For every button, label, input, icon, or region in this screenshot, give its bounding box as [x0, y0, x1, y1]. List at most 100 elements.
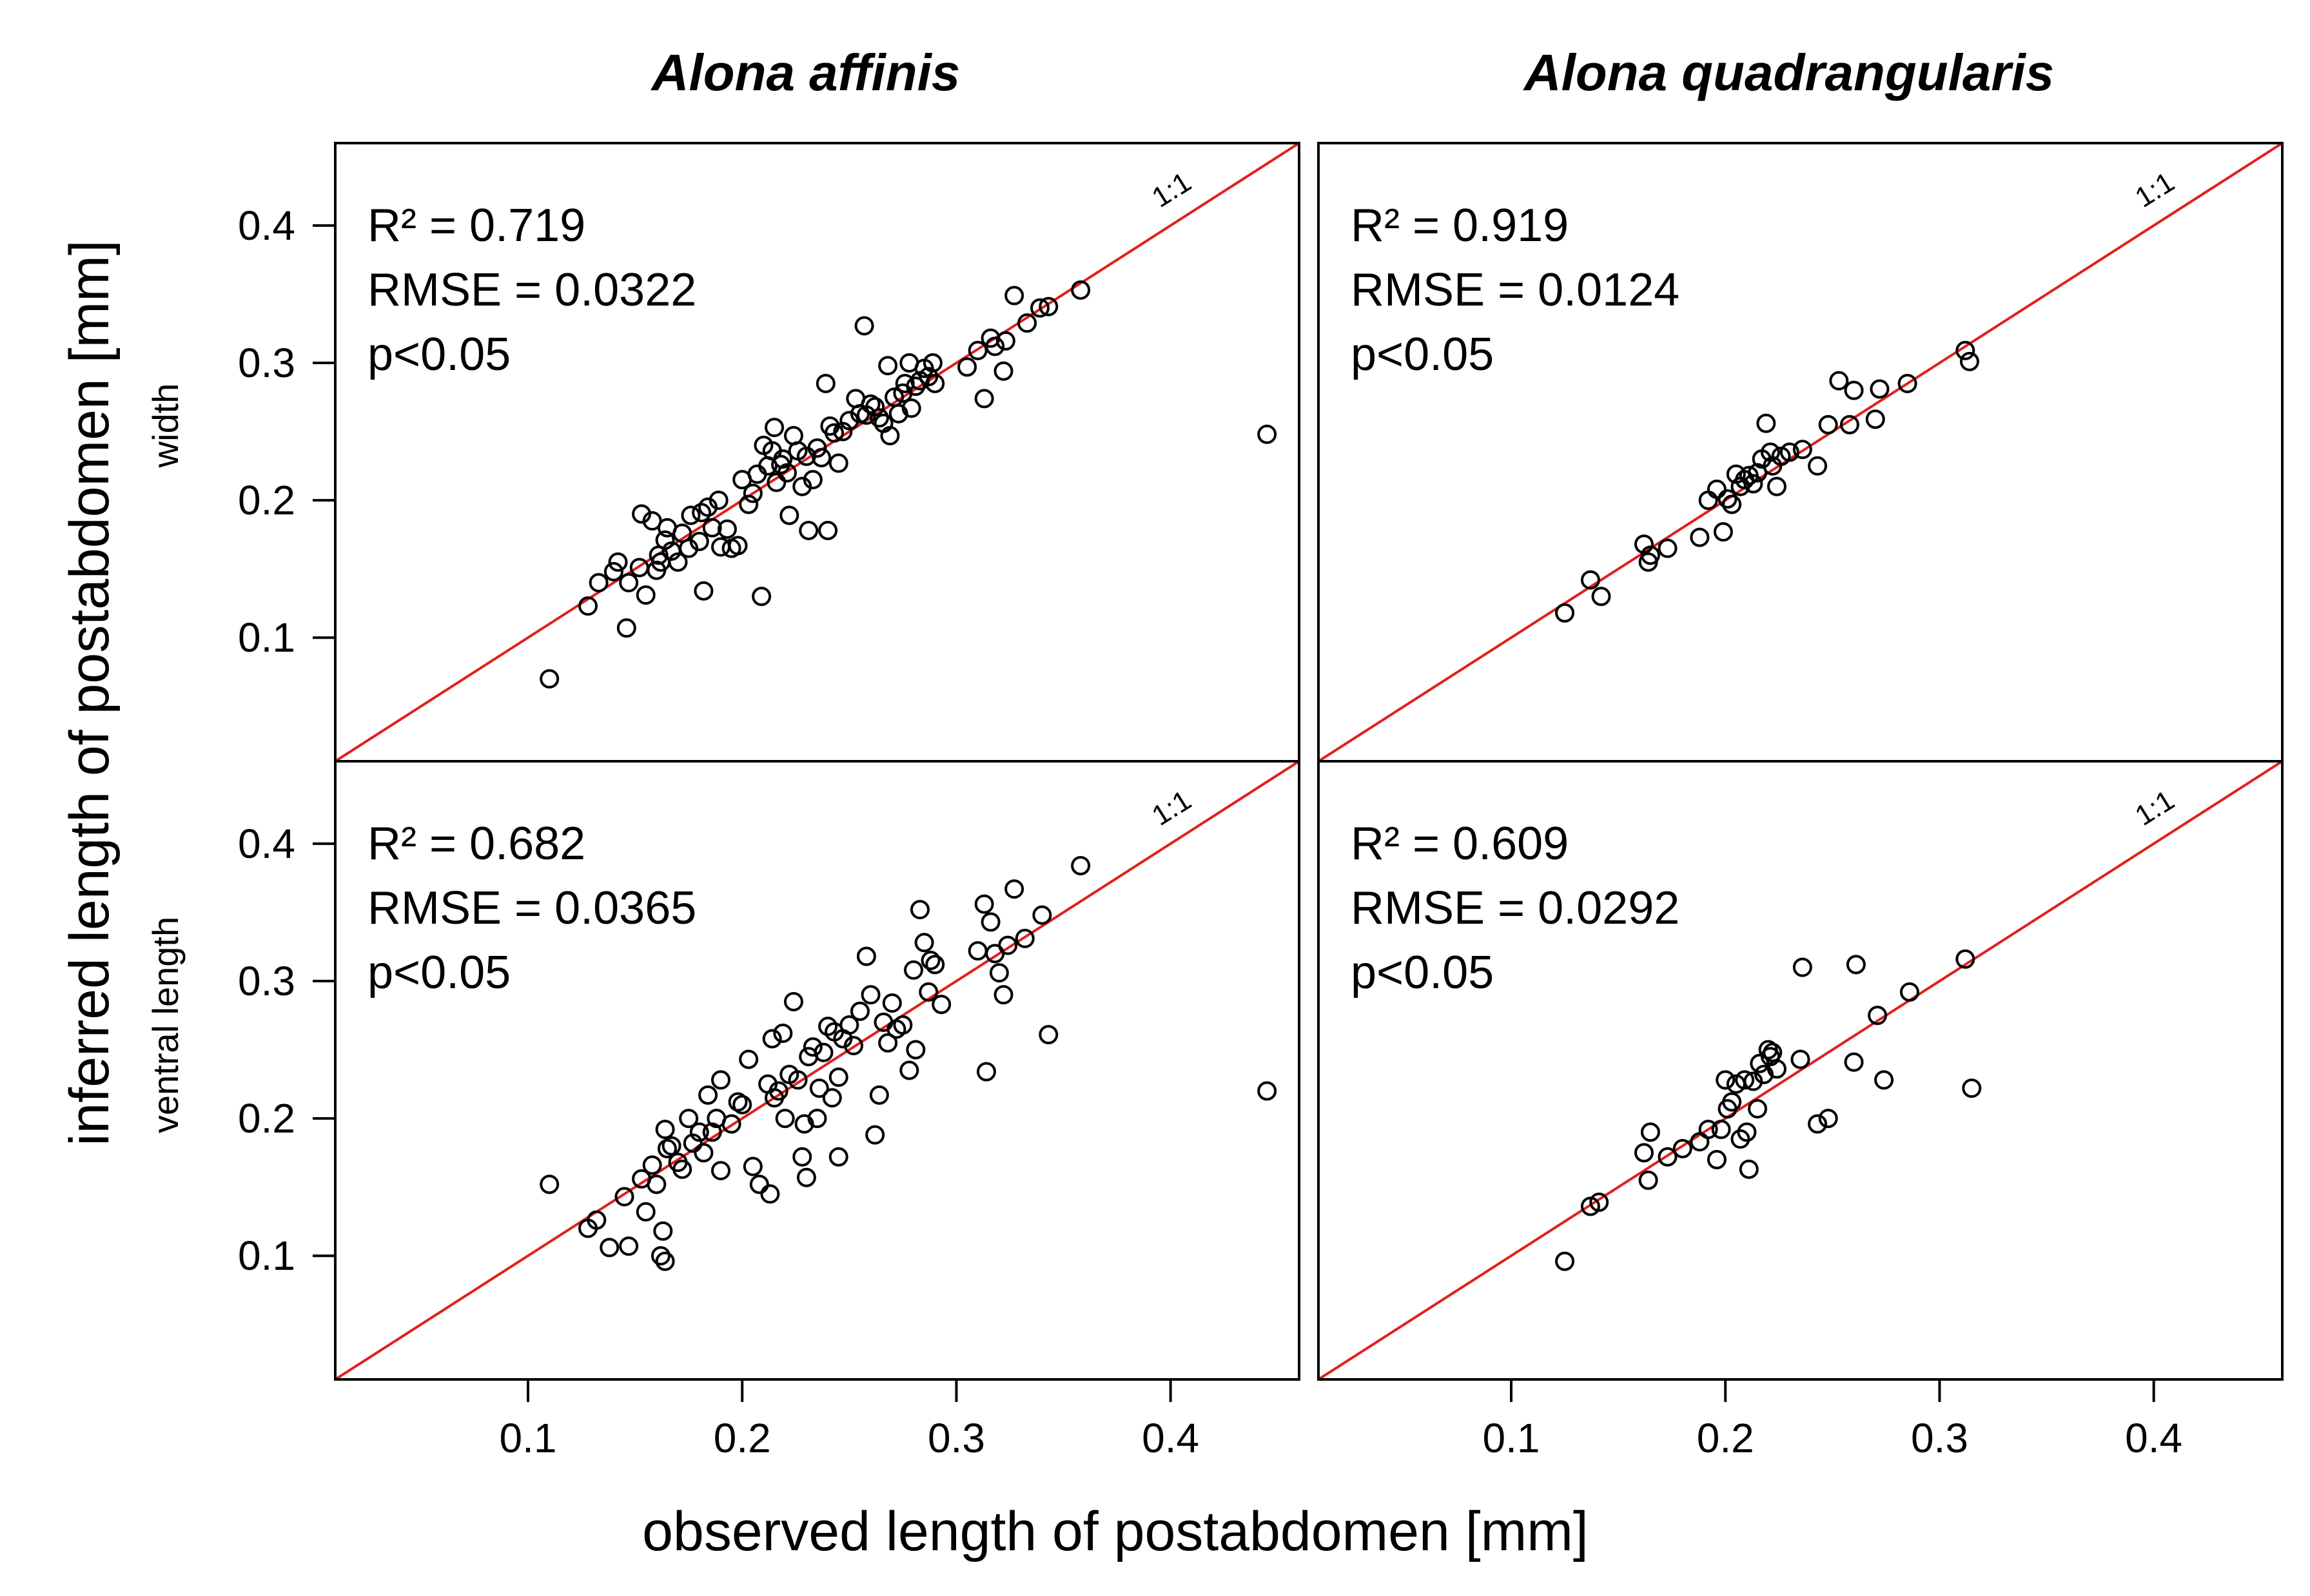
data-point	[668, 552, 688, 572]
data-point	[788, 1070, 808, 1090]
data-point	[661, 1136, 681, 1156]
data-point	[796, 1167, 816, 1187]
r2-label: R² = 0.919	[1351, 200, 1569, 251]
reference-line-1-1	[1318, 143, 2282, 761]
data-point	[762, 1029, 782, 1049]
reference-line-1-1	[1318, 761, 2282, 1379]
p-value-label: p<0.05	[367, 947, 511, 998]
x-tick-label: 0.2	[1697, 1415, 1754, 1461]
data-point	[783, 991, 803, 1011]
p-value-label: p<0.05	[367, 329, 511, 380]
x-tick-label: 0.1	[1483, 1415, 1540, 1461]
data-point	[608, 552, 628, 572]
p-value-label: p<0.05	[1351, 329, 1494, 380]
data-point	[1767, 1059, 1786, 1079]
data-point	[1839, 414, 1859, 434]
data-point	[578, 596, 598, 616]
data-point	[636, 1202, 656, 1222]
rmse-label: RMSE = 0.0365	[367, 882, 696, 934]
x-axis-left: 0.1 0.2 0.3 0.4	[500, 1378, 1199, 1461]
data-point	[743, 1156, 763, 1176]
data-point	[1790, 1049, 1810, 1069]
data-point	[974, 389, 994, 409]
data-point	[1015, 928, 1035, 948]
data-point	[657, 1138, 677, 1158]
data-point	[880, 425, 900, 445]
data-point	[1634, 534, 1654, 554]
data-point	[865, 1125, 885, 1145]
data-point	[1865, 409, 1885, 429]
reference-line-1-1	[335, 761, 1299, 1379]
data-point	[1039, 297, 1059, 316]
data-point	[614, 1187, 634, 1207]
x-axis-right: 0.1 0.2 0.3 0.4	[1483, 1378, 2182, 1461]
panel-quadrangularis-width: R² = 0.919 RMSE = 0.0124 p<0.05 1:1	[1317, 142, 2284, 763]
data-point	[1959, 351, 1979, 371]
data-point	[702, 518, 722, 538]
data-point	[1004, 879, 1024, 899]
data-point	[1658, 1147, 1678, 1167]
data-point	[914, 933, 934, 953]
data-point	[807, 438, 827, 458]
data-point	[779, 505, 799, 525]
data-point	[739, 494, 759, 514]
data-point	[600, 1238, 620, 1258]
data-point	[540, 669, 560, 689]
data-point	[647, 1174, 667, 1194]
data-point	[799, 520, 819, 540]
data-point	[702, 1122, 722, 1142]
data-point	[1032, 905, 1052, 925]
data-point	[717, 519, 737, 539]
data-point	[825, 423, 845, 443]
data-point	[728, 536, 748, 556]
data-point	[901, 398, 921, 418]
data-point	[1808, 456, 1828, 476]
data-point	[683, 1133, 703, 1153]
reference-line-1-1	[335, 143, 1299, 761]
data-point	[732, 1095, 752, 1114]
data-point	[728, 1092, 748, 1112]
data-point	[655, 1120, 675, 1140]
data-point	[743, 483, 763, 503]
data-point	[921, 951, 941, 971]
p-value-label: p<0.05	[1351, 947, 1494, 998]
data-point	[711, 1161, 730, 1181]
data-point	[777, 463, 797, 483]
panel-affinis-ventral-length: R² = 0.682 RMSE = 0.0365 p<0.05 1:1	[334, 760, 1300, 1381]
y-tick-label: 0.2	[238, 1095, 295, 1142]
data-point	[839, 1015, 859, 1035]
data-point	[1818, 1109, 1838, 1129]
data-point	[814, 1042, 834, 1062]
data-point	[540, 1174, 560, 1194]
data-point	[616, 618, 636, 638]
data-point	[812, 448, 832, 468]
rmse-label: RMSE = 0.0292	[1351, 882, 1679, 934]
data-point	[655, 530, 675, 550]
data-point	[672, 1159, 692, 1179]
data-point	[760, 1184, 780, 1204]
rmse-label: RMSE = 0.0322	[367, 264, 696, 316]
data-point	[1690, 527, 1710, 547]
data-point	[1739, 1159, 1759, 1179]
data-point	[1792, 957, 1812, 977]
reference-line-label: 1:1	[1146, 166, 1197, 214]
data-point	[803, 1037, 823, 1057]
x-tick-label: 0.4	[2125, 1415, 2182, 1461]
data-point	[1071, 280, 1091, 300]
data-point	[1713, 522, 1733, 542]
data-point	[906, 1040, 926, 1060]
data-point	[1716, 1070, 1736, 1090]
data-point	[828, 1147, 848, 1167]
data-point	[1792, 440, 1812, 460]
data-point	[899, 1060, 919, 1080]
data-point	[957, 357, 977, 377]
data-point	[1591, 587, 1611, 607]
data-point	[689, 532, 709, 552]
x-tick-label: 0.1	[500, 1415, 557, 1461]
x-tick-label: 0.2	[714, 1415, 771, 1461]
data-point	[993, 361, 1013, 381]
data-point	[1039, 1025, 1059, 1045]
data-point	[869, 1085, 889, 1105]
data-point	[1722, 1092, 1742, 1112]
row-label-ventral-length: ventral length	[145, 917, 186, 1133]
